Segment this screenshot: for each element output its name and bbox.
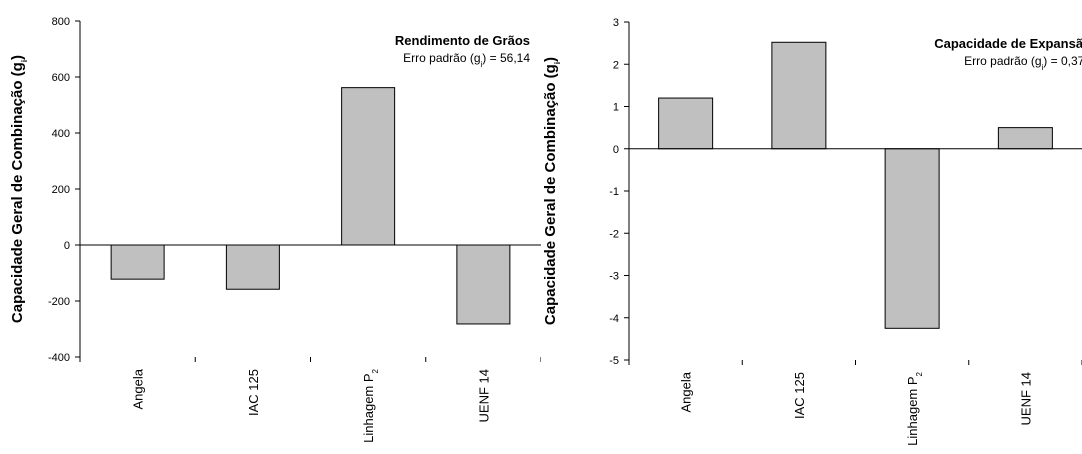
y-tick-label: 0 [64, 240, 70, 252]
x-tick-label: Linhagem P2 [905, 371, 924, 445]
x-tick-label: UENF 14 [476, 369, 491, 422]
bar [456, 244, 511, 325]
bar [658, 97, 714, 150]
y-tick-label: 400 [52, 128, 70, 140]
y-tick-label: -2 [609, 228, 619, 240]
x-tick-label: IAC 125 [792, 372, 807, 419]
x-tick-label: Angela [131, 368, 146, 409]
y-tick-label: -200 [48, 296, 70, 308]
bar [225, 244, 280, 290]
chart-subtitle: Erro padrão (gi) = 0,372 [964, 54, 1082, 72]
chart-svg: -400 -200 0 200 400 600 800 Angela IAC 125 Linhag… [9, 16, 541, 443]
x-tick-label: Linhagem P2 [361, 368, 380, 442]
y-tick-label: 600 [52, 72, 70, 84]
chart-title: Capacidade de Expansão [934, 36, 1082, 51]
y-tick-label: 1 [613, 102, 619, 114]
chart-rendimento-de-graos: -400 -200 0 200 400 600 800 Angela IAC 125 Linhag… [9, 16, 541, 443]
y-tick-label: -1 [609, 186, 619, 198]
chart-svg: -5 -4 -3 -2 -1 0 1 2 3 Angela IAC 125 Linhagem P2 UE… [542, 17, 1082, 446]
bar [884, 148, 940, 329]
bar [997, 127, 1053, 150]
x-tick-label: IAC 125 [246, 369, 261, 416]
y-tick-label: -4 [609, 313, 619, 325]
chart-capacidade-de-expansao: -5 -4 -3 -2 -1 0 1 2 3 Angela IAC 125 Linhagem P2 UE… [541, 0, 1082, 454]
bar [341, 87, 396, 246]
chart-subtitle: Erro padrão (gi) = 56,14 [403, 51, 530, 69]
y-tick-label: 800 [52, 16, 70, 28]
y-axis-label: Capacidade Geral de Combinação (gi) [542, 57, 562, 325]
chart-title: Rendimento de Grãos [395, 33, 530, 48]
y-tick-label: -400 [48, 352, 70, 364]
y-tick-label: -5 [609, 355, 619, 367]
y-tick-label: 200 [52, 184, 70, 196]
bar [771, 41, 827, 150]
y-tick-label: 2 [613, 59, 619, 71]
y-tick-label: 0 [613, 144, 619, 156]
y-tick-label: -3 [609, 271, 619, 283]
y-tick-label: 3 [613, 17, 619, 29]
bar [110, 244, 165, 280]
y-axis-label: Capacidade Geral de Combinação (gi) [9, 55, 29, 323]
x-tick-label: Angela [679, 371, 694, 412]
x-tick-label: UENF 14 [1018, 372, 1033, 425]
